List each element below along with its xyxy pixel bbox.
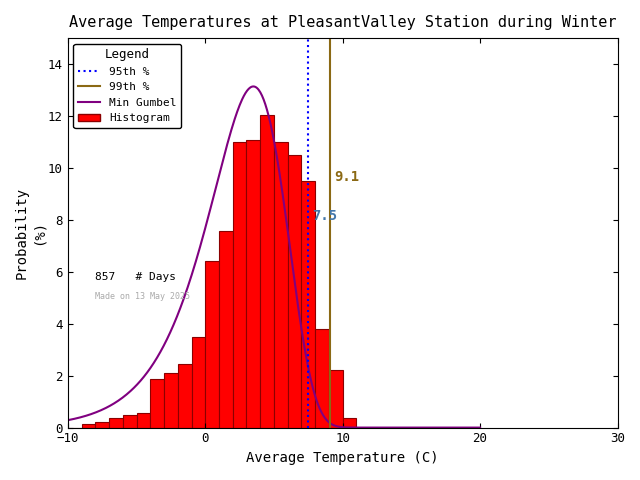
Min Gumbel xyxy=(476,425,484,431)
Legend: 95th %, 99th %, Min Gumbel, Histogram: 95th %, 99th %, Min Gumbel, Histogram xyxy=(74,44,181,128)
Text: 9.1: 9.1 xyxy=(335,170,360,184)
99th % xyxy=(326,425,334,431)
Bar xyxy=(205,261,219,428)
Bar xyxy=(301,181,315,428)
Bar xyxy=(95,421,109,428)
Bar xyxy=(109,419,123,428)
Bar xyxy=(342,419,356,428)
Bar xyxy=(288,155,301,428)
Text: Made on 13 May 2025: Made on 13 May 2025 xyxy=(95,292,190,301)
Bar xyxy=(329,371,342,428)
Bar xyxy=(164,373,178,428)
95th % xyxy=(305,399,312,405)
Y-axis label: Probability
(%): Probability (%) xyxy=(15,187,45,279)
Min Gumbel xyxy=(288,258,296,264)
Bar xyxy=(178,364,191,428)
Text: 857   # Days: 857 # Days xyxy=(95,272,177,282)
Min Gumbel xyxy=(250,84,257,89)
Title: Average Temperatures at PleasantValley Station during Winter: Average Temperatures at PleasantValley S… xyxy=(69,15,616,30)
Min Gumbel xyxy=(467,425,475,431)
Bar xyxy=(315,329,329,428)
Bar xyxy=(246,140,260,428)
Bar xyxy=(123,415,136,428)
Bar xyxy=(233,142,246,428)
Min Gumbel xyxy=(260,99,268,105)
Line: Min Gumbel: Min Gumbel xyxy=(68,86,480,428)
Bar xyxy=(191,336,205,428)
Bar xyxy=(260,116,274,428)
X-axis label: Average Temperature (C): Average Temperature (C) xyxy=(246,451,439,465)
99th % xyxy=(326,399,334,405)
Bar xyxy=(219,231,233,428)
95th % xyxy=(305,425,312,431)
Bar xyxy=(150,379,164,428)
Bar xyxy=(136,412,150,428)
Bar xyxy=(274,142,288,428)
Min Gumbel xyxy=(403,425,410,431)
Bar xyxy=(81,424,95,428)
Min Gumbel xyxy=(263,107,271,112)
Min Gumbel xyxy=(310,389,318,395)
Min Gumbel xyxy=(64,417,72,423)
Text: 7.5: 7.5 xyxy=(312,209,337,223)
